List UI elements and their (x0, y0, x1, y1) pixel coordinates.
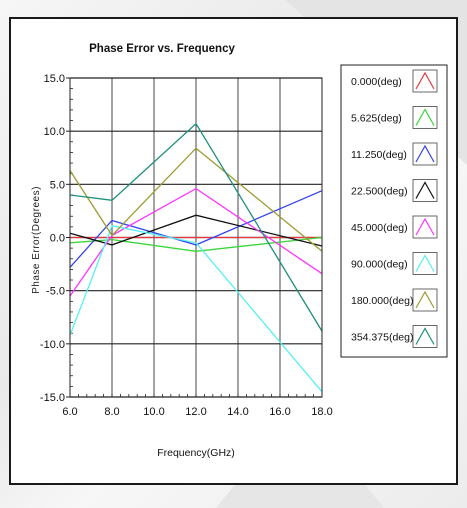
y-tick-label: 0.0 (50, 233, 65, 245)
y-tick-label: -15.0 (40, 392, 65, 404)
series-line (69, 147, 323, 252)
series-line (69, 187, 323, 297)
x-tick-label: 18.0 (311, 406, 332, 418)
legend-marker (415, 290, 435, 309)
x-tick-label: 12.0 (185, 406, 206, 418)
x-tick-label: 14.0 (227, 406, 248, 418)
legend-marker (415, 108, 435, 126)
legend-marker (415, 327, 435, 345)
legend-label: 0.000(deg) (351, 76, 402, 88)
legend-swatch (412, 252, 438, 275)
legend-swatch (412, 288, 438, 312)
y-tick-label: 15.0 (44, 73, 65, 85)
legend-swatch (412, 215, 438, 239)
legend-label: 45.000(deg) (351, 222, 408, 234)
legend-marker (415, 254, 435, 272)
series-line (69, 225, 323, 393)
legend-label: 180.000(deg) (351, 295, 413, 307)
series-line (69, 190, 323, 268)
x-tick-label: 6.0 (62, 406, 77, 418)
plot-area-border (69, 77, 323, 398)
x-tick-label: 16.0 (269, 406, 290, 418)
legend-label: 90.000(deg) (351, 259, 408, 271)
y-tick-label: 10.0 (44, 126, 65, 138)
legend-swatch (412, 106, 438, 129)
legend-label: 11.250(deg) (351, 149, 407, 161)
y-axis-label: Phase Error(Degrees) (31, 186, 42, 294)
legend-marker (415, 217, 435, 236)
y-tick-label: -10.0 (40, 339, 65, 351)
series-line (69, 122, 323, 332)
legend-label: 354.375(deg) (351, 332, 413, 344)
y-tick-label: -5.0 (46, 286, 65, 298)
legend-swatch (412, 179, 438, 202)
x-axis-label: Frequency(GHz) (157, 447, 235, 459)
x-tick-label: 10.0 (143, 406, 164, 418)
x-tick-label: 8.0 (104, 406, 119, 418)
legend-marker (415, 144, 435, 163)
series-line (69, 236, 323, 252)
legend-swatch (412, 325, 438, 348)
legend-swatch (412, 142, 438, 166)
y-tick-label: 5.0 (50, 179, 65, 191)
legend-marker (415, 71, 435, 90)
legend-swatch (412, 69, 438, 93)
chart-title: Phase Error vs. Frequency (89, 43, 235, 55)
legend-label: 5.625(deg) (351, 113, 402, 125)
legend-marker (415, 181, 435, 199)
legend-label: 22.500(deg) (351, 186, 408, 198)
